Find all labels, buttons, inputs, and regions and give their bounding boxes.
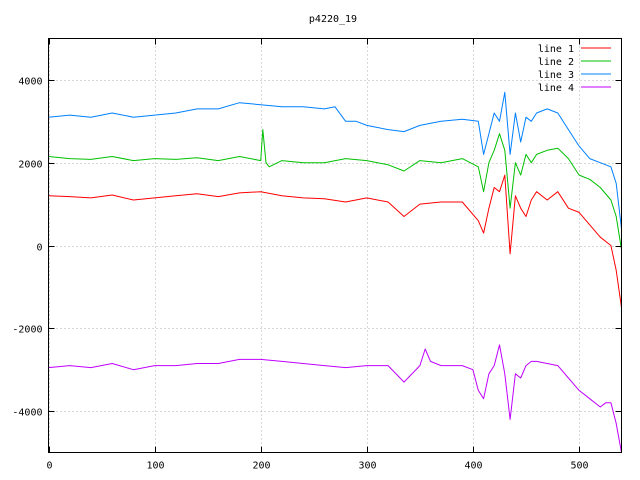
y-tick-label: 0 [36,243,42,254]
legend-label-1: line 1 [538,44,574,55]
series-line-1 [48,174,622,308]
chart-title: p4220_19 [309,14,357,25]
series-group [48,91,622,453]
series-line-2 [48,129,622,250]
x-tick-label: 200 [252,461,270,472]
x-tick-label: 400 [464,461,482,472]
series-line-4 [48,344,622,453]
y-tick-label: 4000 [18,77,42,88]
legend-label-4: line 4 [538,83,574,94]
grid [48,38,622,453]
legend-label-2: line 2 [538,57,574,68]
series-line-3 [48,91,622,229]
axis-ticks: -4000 -2000 0 2000 4000 0 100 200 300 400 500 [12,38,622,472]
legend: line 1 line 2 line 3 line 4 [538,44,611,94]
y-tick-label: -4000 [12,408,42,419]
y-tick-label: -2000 [12,325,42,336]
x-tick-label: 300 [358,461,376,472]
y-tick-label: 2000 [18,160,42,171]
legend-label-3: line 3 [538,70,574,81]
x-tick-label: 100 [146,461,164,472]
x-tick-label: 500 [570,461,588,472]
x-tick-label: 0 [46,461,52,472]
plot-frame [48,38,622,453]
